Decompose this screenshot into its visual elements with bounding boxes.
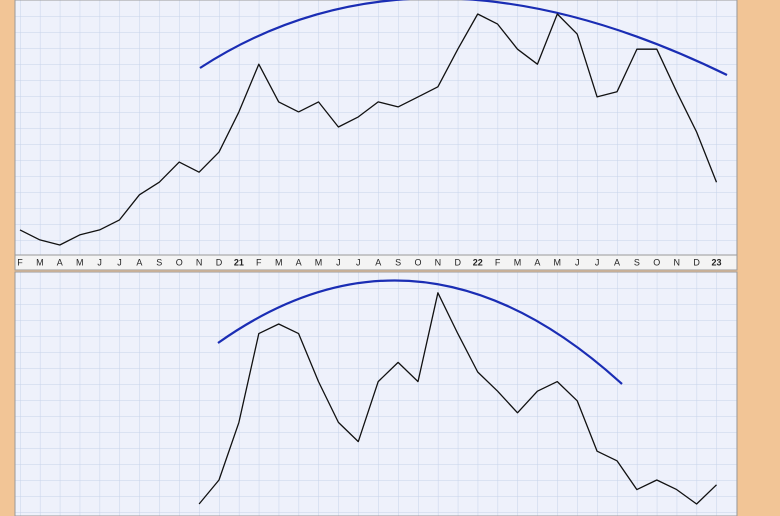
x-tick-label: J [117,257,122,267]
x-tick-label: O [414,257,421,267]
x-tick-label: A [136,257,142,267]
price-line [19,13,718,246]
top-panel [14,0,738,256]
x-tick-label: D [455,257,462,267]
x-tick-label: O [176,257,183,267]
bottom-panel [14,271,738,516]
x-tick-label: A [534,257,540,267]
x-tick-label: M [76,257,84,267]
x-tick-label: S [156,257,162,267]
x-tick-label: M [315,257,323,267]
x-tick-label: F [17,257,23,267]
x-tick-label: F [256,257,262,267]
trend-arc [217,279,623,385]
x-tick-label: S [634,257,640,267]
x-tick-label: A [614,257,620,267]
x-tick-label: M [36,257,44,267]
x-tick-label: 22 [473,257,483,267]
x-tick-label: N [435,257,442,267]
x-tick-label: J [97,257,102,267]
x-tick-label: A [296,257,302,267]
x-tick-label: A [57,257,63,267]
x-tick-label: M [514,257,522,267]
x-tick-label: N [196,257,203,267]
x-tick-label: D [216,257,223,267]
x-tick-label: J [575,257,580,267]
date-axis [14,254,738,271]
x-tick-label: N [673,257,680,267]
x-tick-label: S [395,257,401,267]
x-tick-label: A [375,257,381,267]
x-tick-label: 23 [711,257,721,267]
x-tick-label: F [495,257,501,267]
x-tick-label: 21 [234,257,244,267]
trend-arc [199,0,728,76]
marks: F M A M J J A S O N D 21 F M A M J J A S O N D 22 F M A M J J A S O N D 23 [17,13,722,505]
x-tick-label: D [693,257,700,267]
x-tick-label: M [554,257,562,267]
x-tick-label: O [653,257,660,267]
x-tick-label: J [356,257,361,267]
x-tick-label: M [275,257,283,267]
x-tick-label: J [595,257,600,267]
x-tick-label: J [336,257,341,267]
price-line [198,292,717,505]
